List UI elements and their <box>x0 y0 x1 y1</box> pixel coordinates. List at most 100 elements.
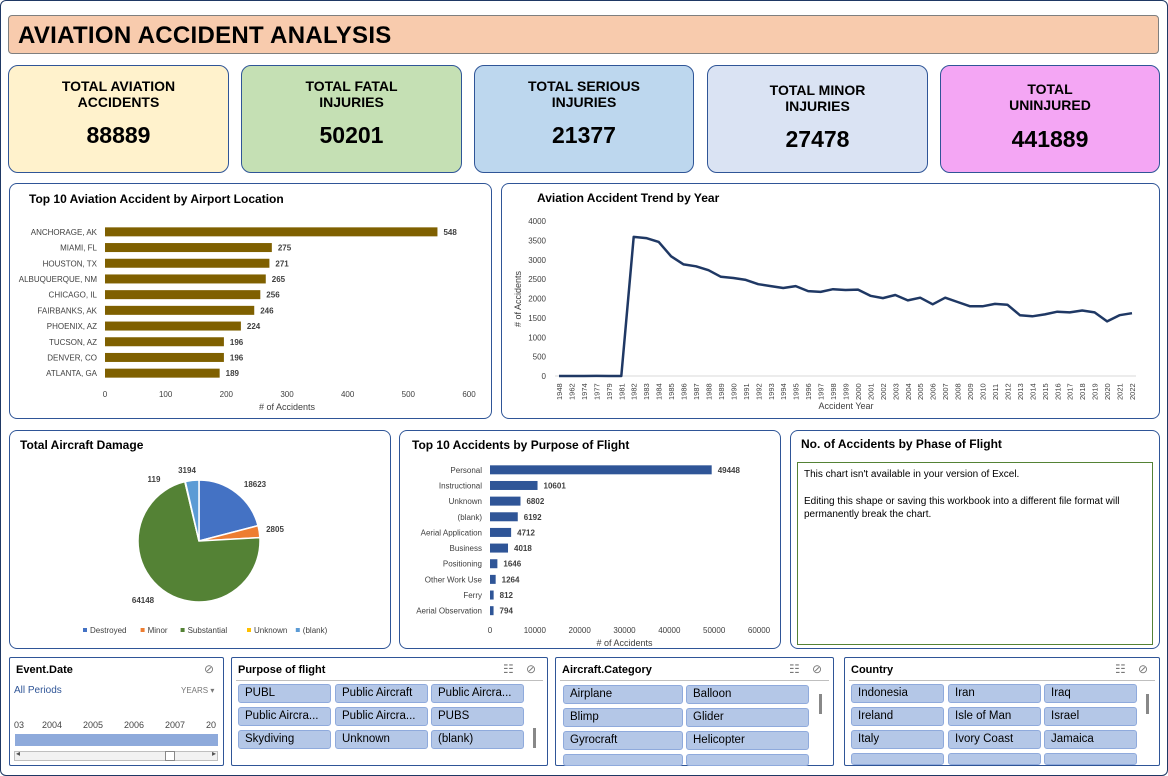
time-level-dropdown[interactable]: YEARS ▾ <box>181 686 214 695</box>
bar-data-label: 794 <box>500 607 514 616</box>
bar <box>490 543 509 553</box>
slicer-scrollbar[interactable] <box>533 728 536 748</box>
x-axis-label: Accident Year <box>818 401 873 411</box>
x-tick-label: 2008 <box>954 383 963 400</box>
event-date-slicer[interactable]: Event.Date ⊘ All Periods YEARS ▾ 03 2004… <box>9 657 224 766</box>
slicer-item-partial[interactable] <box>851 753 944 765</box>
bar-data-label: 6192 <box>524 513 542 522</box>
clear-filter-icon[interactable]: ⊘ <box>526 662 537 676</box>
clear-filter-icon[interactable]: ⊘ <box>812 662 823 676</box>
all-periods-label[interactable]: All Periods <box>14 685 62 696</box>
x-tick-label: 2015 <box>1041 383 1050 400</box>
title-bar: AVIATION ACCIDENT ANALYSIS <box>8 15 1159 54</box>
slicer-item[interactable]: Ireland <box>851 707 944 726</box>
slicer-item-partial[interactable] <box>948 753 1041 765</box>
timeline-year: 2007 <box>165 720 186 730</box>
slicer-item[interactable]: (blank) <box>431 730 524 749</box>
scroll-thumb[interactable] <box>165 751 175 761</box>
x-tick-label: 2012 <box>1003 383 1012 400</box>
slicer-item[interactable]: Israel <box>1044 707 1137 726</box>
timeline-bar[interactable] <box>14 734 218 746</box>
x-axis-label: # of Accidents <box>259 402 316 412</box>
slicer-item[interactable]: Glider <box>686 708 809 727</box>
slicer-item[interactable]: Iran <box>948 684 1041 703</box>
slicer-item[interactable]: Airplane <box>563 685 683 704</box>
kpi-label: INJURIES <box>785 98 850 114</box>
x-tick-label: 50000 <box>703 626 726 635</box>
x-tick-label: 1997 <box>817 383 826 400</box>
unsupported-chart-placeholder[interactable]: This chart isn't available in your versi… <box>797 462 1153 645</box>
bar-data-label: 189 <box>226 369 240 378</box>
slicer-item[interactable]: Public Aircra... <box>335 707 428 726</box>
country-slicer[interactable]: Country ☷ ⊘ Indonesia Iran Iraq Ireland … <box>844 657 1160 766</box>
slicer-item-partial[interactable] <box>563 754 683 766</box>
damage-chart-title: Total Aircraft Damage <box>20 438 144 452</box>
clear-filter-icon[interactable]: ⊘ <box>1138 662 1149 676</box>
legend-marker <box>140 628 145 632</box>
unsupported-warning: Editing this shape or saving this workbo… <box>804 496 1120 520</box>
x-tick-label: 2017 <box>1066 383 1075 400</box>
bar-data-label: 548 <box>443 228 457 237</box>
location-chart-panel[interactable]: Top 10 Aviation Accident by Airport Loca… <box>9 183 492 419</box>
bar-category-label: ALBUQUERQUE, NM <box>19 275 98 284</box>
bar <box>105 258 270 268</box>
trend-chart-panel[interactable]: Aviation Accident Trend by Year 0 500 1000… <box>501 183 1160 419</box>
location-chart-title: Top 10 Aviation Accident by Airport Loca… <box>29 192 284 206</box>
bar-category-label: ANCHORAGE, AK <box>31 228 98 237</box>
slicer-item[interactable]: Isle of Man <box>948 707 1041 726</box>
legend-label: Substantial <box>188 626 228 635</box>
legend-marker <box>295 628 300 632</box>
multi-select-icon[interactable]: ☷ <box>503 662 514 676</box>
slicer-item[interactable]: PUBS <box>431 707 524 726</box>
slicer-item[interactable]: Unknown <box>335 730 428 749</box>
bar-data-label: 1264 <box>502 575 520 584</box>
purpose-slicer[interactable]: Purpose of flight ☷ ⊘ PUBL Public Aircra… <box>231 657 548 766</box>
x-tick-label: 1962 <box>567 383 576 400</box>
timeline-year: 20 <box>206 720 217 730</box>
slicer-item[interactable]: Public Aircraft <box>335 684 428 703</box>
multi-select-icon[interactable]: ☷ <box>789 662 800 676</box>
purpose-chart-panel[interactable]: Top 10 Accidents by Purpose of Flight Pe… <box>399 430 781 649</box>
x-tick-label: 2004 <box>904 383 913 400</box>
x-tick-label: 20000 <box>569 626 592 635</box>
x-tick-label: 1992 <box>754 383 763 400</box>
legend-marker <box>180 628 185 632</box>
timeline-year: 2005 <box>83 720 104 730</box>
slicer-item[interactable]: Iraq <box>1044 684 1137 703</box>
x-tick-label: 2014 <box>1028 383 1037 400</box>
slicer-item-partial[interactable] <box>1044 753 1137 765</box>
slicer-item[interactable]: Italy <box>851 730 944 749</box>
slicer-item[interactable]: PUBL <box>238 684 331 703</box>
bar-data-label: 1646 <box>503 560 521 569</box>
timeline-scrollbar[interactable]: ◂ ▸ <box>14 749 218 761</box>
slicer-item-partial[interactable] <box>686 754 809 766</box>
scroll-right-icon[interactable]: ▸ <box>211 749 216 758</box>
bar-data-label: 812 <box>500 591 514 600</box>
slicer-item[interactable]: Indonesia <box>851 684 944 703</box>
slicer-item[interactable]: Ivory Coast <box>948 730 1041 749</box>
slicer-item[interactable]: Public Aircra... <box>238 707 331 726</box>
x-tick-label: 1987 <box>692 383 701 400</box>
category-slicer[interactable]: Aircraft.Category ☷ ⊘ Airplane Balloon B… <box>555 657 834 766</box>
damage-chart-panel[interactable]: Total Aircraft Damage 18623 2805 64148 119 3… <box>9 430 391 649</box>
clear-filter-icon[interactable]: ⊘ <box>204 662 215 676</box>
multi-select-icon[interactable]: ☷ <box>1115 662 1126 676</box>
slicer-scrollbar[interactable] <box>1146 694 1149 714</box>
slicer-item[interactable]: Helicopter <box>686 731 809 750</box>
slicer-item[interactable]: Gyrocraft <box>563 731 683 750</box>
bar-data-label: 275 <box>278 244 292 253</box>
x-tick-label: 2013 <box>1016 383 1025 400</box>
x-tick-label: 1948 <box>555 383 564 400</box>
slicer-item[interactable]: Balloon <box>686 685 809 704</box>
slicer-item[interactable]: Blimp <box>563 708 683 727</box>
slicer-item[interactable]: Public Aircra... <box>431 684 524 703</box>
bar-category-label: Aerial Observation <box>416 607 482 616</box>
x-tick-label: 1996 <box>804 383 813 400</box>
slicer-item[interactable]: Jamaica <box>1044 730 1137 749</box>
slicer-item[interactable]: Skydiving <box>238 730 331 749</box>
scroll-left-icon[interactable]: ◂ <box>16 749 21 758</box>
kpi-value: 441889 <box>1011 126 1089 152</box>
slicer-scrollbar[interactable] <box>819 694 822 714</box>
bar-category-label: Aerial Application <box>421 528 482 537</box>
phase-chart-panel[interactable]: No. of Accidents by Phase of Flight This… <box>790 430 1160 649</box>
